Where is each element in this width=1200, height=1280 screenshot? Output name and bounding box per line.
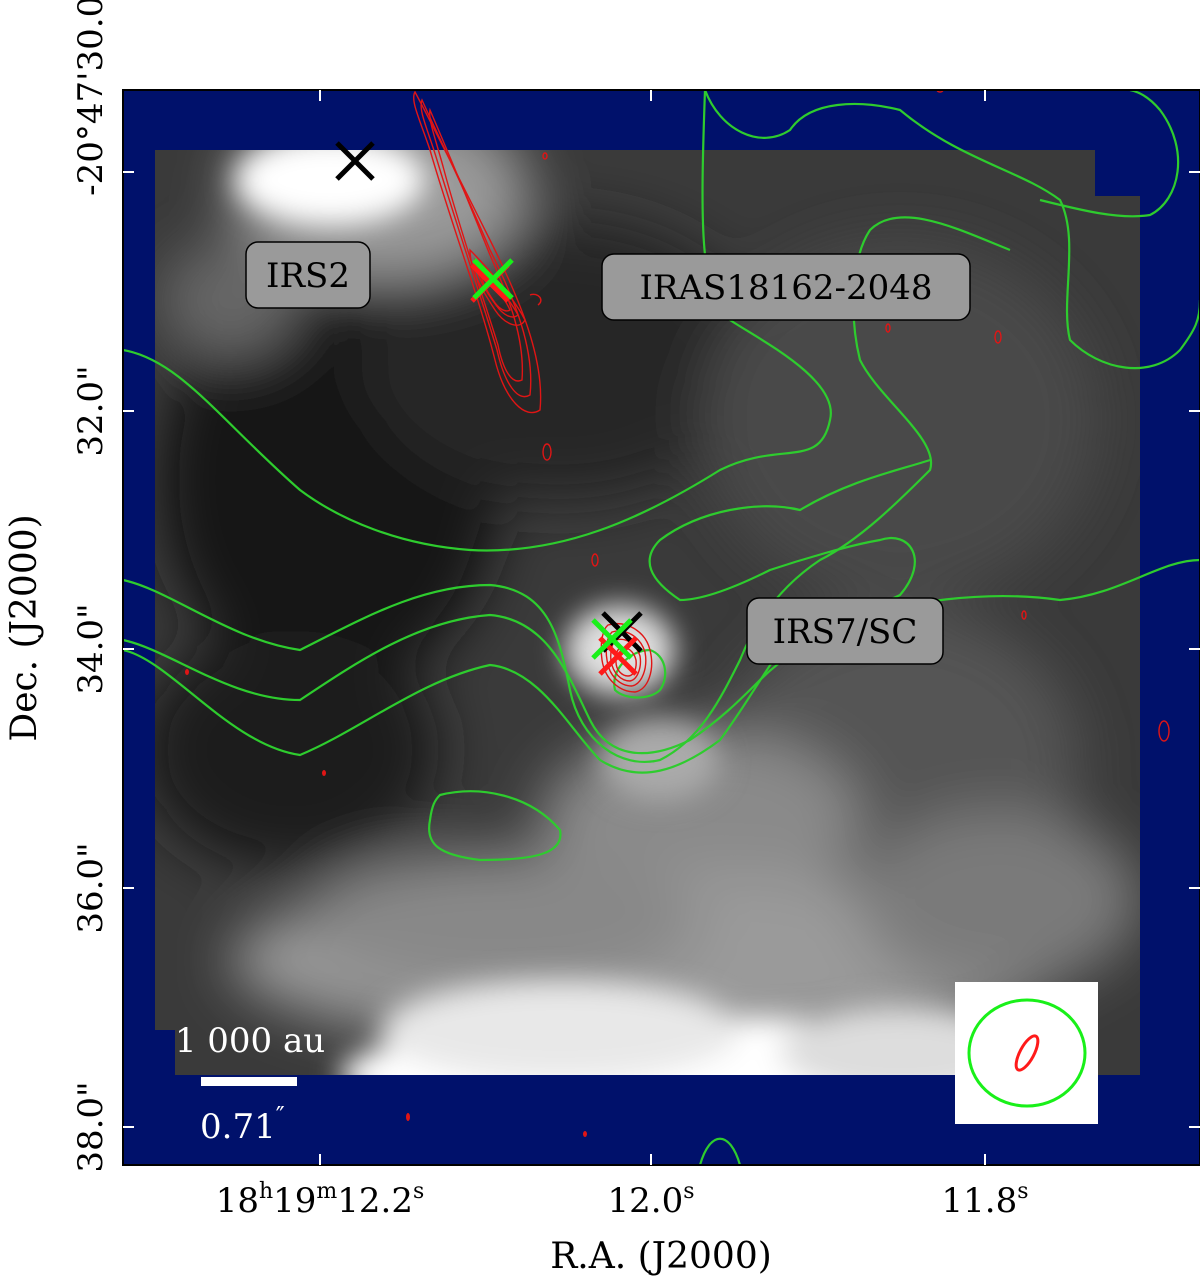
label-irs7-sc: IRS7/SC bbox=[746, 597, 944, 665]
x-axis-title: R.A. (J2000) bbox=[550, 1236, 772, 1277]
y-tick-label-36.0: 36.0" bbox=[71, 842, 111, 933]
y-tick-label-38.0: 38.0" bbox=[71, 1081, 111, 1172]
map-edge-block bbox=[155, 1030, 175, 1075]
marker-green-iras bbox=[472, 258, 514, 300]
x-ticks bbox=[319, 90, 986, 1165]
grayscale-image bbox=[155, 150, 1140, 1075]
beam-green-ellipse bbox=[967, 998, 1087, 1108]
label-iras-text: IRAS18162-2048 bbox=[639, 268, 932, 308]
x-tick-label-12.2: 18h19m12.2s bbox=[216, 1179, 425, 1221]
beam-inset bbox=[955, 982, 1098, 1124]
label-irs2-text: IRS2 bbox=[266, 256, 350, 296]
y-ticks bbox=[123, 171, 1200, 1128]
label-irs2: IRS2 bbox=[245, 241, 371, 309]
y-tick-label-32.0: 32.0" bbox=[71, 365, 111, 456]
plot-frame bbox=[122, 89, 1200, 1166]
x-tick-label-11.8: 11.8s bbox=[942, 1179, 1029, 1221]
marker-green-irs7 bbox=[591, 618, 633, 660]
scalebar-angular: 0.71″ bbox=[200, 1102, 285, 1147]
scale-bar: 1 000 au 0.71″ bbox=[175, 1021, 325, 1147]
red-contour-specks bbox=[185, 669, 587, 1137]
map-edge-block bbox=[1095, 1075, 1140, 1135]
y-axis-title: Dec. (J2000) bbox=[4, 514, 45, 741]
beam-red-ellipse bbox=[1014, 1034, 1040, 1072]
y-tick-label-30.0: -20°47'30.0" bbox=[71, 0, 111, 196]
x-tick-label-12.0: 12.0s bbox=[608, 1179, 695, 1221]
red-contours bbox=[413, 90, 1170, 742]
marker-black-irs2 bbox=[335, 141, 375, 181]
scalebar-physical: 1 000 au bbox=[175, 1021, 325, 1061]
map-edge-block bbox=[1095, 150, 1140, 196]
label-irs7-text: IRS7/SC bbox=[773, 612, 918, 652]
label-iras18162-2048: IRAS18162-2048 bbox=[601, 253, 971, 321]
y-tick-label-34.0: 34.0" bbox=[71, 603, 111, 694]
